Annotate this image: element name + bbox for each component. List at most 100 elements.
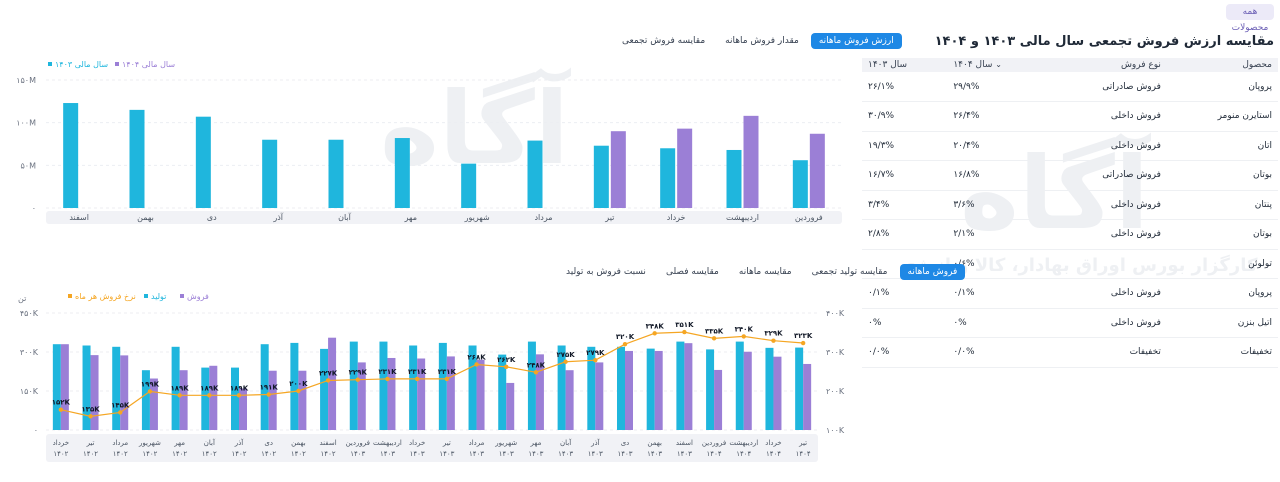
rate-point <box>771 338 776 343</box>
tab-item[interactable]: مقایسه فصلی <box>665 267 719 277</box>
rate-label: ۳۲۹K <box>764 330 783 338</box>
table-row: تخفیفات تخفیفات ۰/۰% ۰/۰% <box>862 337 1278 368</box>
x-tick-label: فروردین <box>795 213 823 222</box>
cell-1403: ۱۶/۷% <box>862 160 948 191</box>
cell-1404: ۳/۶% <box>947 190 1049 220</box>
bar-1404 <box>677 128 693 208</box>
x-tick-label: خرداد <box>667 213 686 222</box>
rate-point <box>147 389 153 394</box>
rate-label: ۲۴۸K <box>527 361 546 369</box>
bar-production <box>527 341 536 430</box>
rate-point <box>741 334 746 339</box>
rate-label: ۳۴۸K <box>646 322 665 330</box>
bar-1403 <box>63 103 79 208</box>
bar-1403 <box>527 140 543 208</box>
bar-1404 <box>809 133 825 208</box>
rate-point <box>118 410 123 415</box>
tab-item[interactable]: مقایسه ماهانه <box>738 267 792 277</box>
bar-sales <box>684 343 693 430</box>
legend-label: نرخ فروش هر ماه <box>75 292 136 301</box>
col-sale-type: نوع فروش <box>1048 58 1167 72</box>
rate-label: ۲۶۲K <box>497 356 516 364</box>
y-right-tick-label: ۱۰۰K <box>826 426 845 435</box>
rate-point <box>682 329 687 335</box>
x-tick-year: ۱۴۰۲ <box>202 450 217 458</box>
tab-item[interactable]: مقدار فروش ماهانه <box>725 36 799 46</box>
page-title: مقایسه ارزش فروش تجمعی سال مالی ۱۴۰۳ و ۱… <box>934 34 1274 49</box>
legend-label-1403: سال مالی ۱۴۰۳ <box>55 60 108 69</box>
x-tick-year: ۱۴۰۳ <box>647 450 662 458</box>
cell-1403: ۱۹/۳% <box>862 131 948 161</box>
x-tick-year: ۱۴۰۲ <box>231 450 246 458</box>
cell-1404: ۰/۰% <box>947 337 1049 368</box>
rate-point <box>474 362 479 367</box>
rate-point <box>563 359 568 364</box>
cell-1404: ۲۹/۹% <box>947 72 1049 102</box>
x-tick-month: فروردین <box>346 439 370 447</box>
bar-production <box>557 345 566 430</box>
x-tick-month: آبان <box>560 438 572 447</box>
bar-sales <box>209 365 218 430</box>
cell-sale-type: فروش داخلی <box>1048 190 1167 220</box>
tab-item[interactable]: فروش ماهانه <box>899 264 966 280</box>
cell-product: تخفیفات <box>1166 337 1278 368</box>
cell-1403: ۲۶/۱% <box>862 72 948 102</box>
x-tick-label: آذر <box>272 212 283 222</box>
tab-item[interactable]: مقایسه فروش تجمعی <box>622 36 706 46</box>
x-tick-month: دی <box>621 439 630 447</box>
bar-sales <box>90 355 99 430</box>
bar-sales <box>387 357 396 430</box>
cell-product: اتیل بنزن <box>1166 308 1278 338</box>
bar-sales <box>773 356 782 430</box>
bar-production <box>260 344 269 430</box>
x-tick-year: ۱۴۰۳ <box>588 450 603 458</box>
x-tick-month: تیر <box>86 439 95 447</box>
rate-point <box>414 376 420 382</box>
tab-item[interactable]: ارزش فروش ماهانه <box>810 33 902 49</box>
bar-sales <box>535 354 544 430</box>
bottom-tabs: فروش ماهانه مقایسه تولید تجمعی مقایسه ماها… <box>558 264 966 280</box>
tab-item[interactable]: مقایسه تولید تجمعی <box>811 267 888 277</box>
rate-label: ۲۷۹K <box>586 349 605 357</box>
y-unit-label: تن <box>18 294 26 303</box>
cell-product: بوتان <box>1166 160 1278 191</box>
rate-point <box>236 393 242 398</box>
bar-1404 <box>743 115 759 208</box>
rate-point <box>800 340 806 346</box>
col-year-1404[interactable]: ⌄ سال ۱۴۰۴ <box>947 58 1049 72</box>
rate-label: ۱۸۹K <box>200 384 219 392</box>
legend-swatch <box>144 294 148 298</box>
x-tick-label: مرداد <box>534 213 552 222</box>
rate-point <box>58 407 64 412</box>
rate-label: ۲۳۱K <box>408 368 427 376</box>
sort-chevron-icon[interactable]: ⌄ <box>995 60 1002 69</box>
cell-1403: ۳۰/۹% <box>862 101 948 132</box>
legend-label: فروش <box>187 292 209 301</box>
bar-production <box>735 341 744 430</box>
x-tick-year: ۱۴۰۳ <box>439 450 454 458</box>
cell-sale-type <box>1048 249 1167 279</box>
cell-sale-type: فروش صادراتی <box>1048 72 1167 102</box>
bar-1403 <box>129 109 145 208</box>
cell-1404: ۲/۱% <box>947 219 1049 250</box>
x-tick-month: بهمن <box>291 439 306 447</box>
x-tick-month: تیر <box>442 439 451 447</box>
x-tick-year: ۱۴۰۲ <box>291 450 306 458</box>
x-tick-year: ۱۴۰۴ <box>796 450 811 458</box>
bar-sales <box>803 363 812 430</box>
rate-point <box>355 377 360 382</box>
x-tick-year: ۱۴۰۳ <box>528 450 543 458</box>
x-tick-year: ۱۴۰۳ <box>558 450 573 458</box>
y-tick-label: ۱۰۰M <box>16 119 36 128</box>
all-products-button[interactable]: همه محصولات <box>1226 4 1274 33</box>
x-tick-month: مهر <box>530 439 542 447</box>
x-tick-month: فروردین <box>702 439 726 447</box>
rate-point <box>652 331 657 336</box>
rate-point <box>325 378 331 383</box>
cell-product: پروپان <box>1166 278 1278 309</box>
tab-item[interactable]: نسبت فروش به تولید <box>566 267 646 277</box>
bar-production <box>438 342 447 430</box>
bar-sales <box>357 362 366 430</box>
bar-sales <box>714 369 723 430</box>
cell-product: استایرن منومر <box>1166 101 1278 132</box>
